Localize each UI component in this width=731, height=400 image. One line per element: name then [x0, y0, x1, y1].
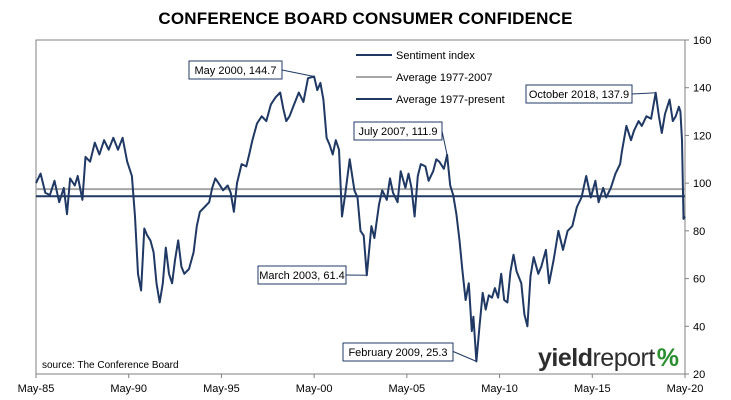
- annotation-box: [342, 342, 454, 362]
- y-tick-label: 120: [693, 130, 711, 142]
- annotation-label: May 2000, 144.7: [195, 65, 277, 77]
- annotation: July 2007, 111.9: [353, 121, 448, 155]
- chart-title: CONFERENCE BOARD CONSUMER CONFIDENCE: [158, 9, 573, 28]
- brand-part2: report: [592, 344, 655, 372]
- legend-label: Average 1977-present: [396, 94, 505, 106]
- x-tick-label: May-85: [18, 383, 55, 395]
- y-tick-label: 140: [693, 83, 711, 95]
- annotation-box: [257, 265, 347, 285]
- x-tick-label: May-95: [203, 383, 240, 395]
- y-tick-label: 100: [693, 178, 711, 190]
- annotation-label: October 2018, 137.9: [529, 89, 629, 101]
- annotation-label: July 2007, 111.9: [358, 126, 437, 138]
- x-tick-label: May-10: [481, 383, 518, 395]
- x-tick-label: May-15: [574, 383, 611, 395]
- x-tick-label: May-20: [667, 383, 704, 395]
- annotation: October 2018, 137.9: [525, 84, 656, 104]
- annotation-connector: [441, 130, 448, 155]
- annotation: February 2009, 25.3: [342, 342, 477, 362]
- plot-frame: [35, 39, 686, 375]
- legend-label: Sentiment index: [396, 50, 475, 62]
- legend: Sentiment index Average 1977-2007 Average …: [356, 50, 505, 106]
- annotation-box: [188, 60, 283, 80]
- annotation: May 2000, 144.7: [188, 60, 315, 80]
- brand-symbol: %: [656, 344, 679, 372]
- brand-logo: yieldreport%: [538, 344, 679, 373]
- annotation-connector: [631, 92, 656, 95]
- y-tick-label: 160: [693, 35, 711, 47]
- y-tick-label: 20: [693, 369, 705, 381]
- x-tick-label: May-90: [110, 383, 147, 395]
- source-note: source: The Conference Board: [42, 360, 179, 371]
- annotation-box: [353, 121, 443, 141]
- annotation-connector: [281, 69, 315, 77]
- y-tick-label: 60: [693, 274, 705, 286]
- legend-label: Average 1977-2007: [396, 72, 492, 84]
- annotation-box: [525, 84, 633, 104]
- annotation-label: March 2003, 61.4: [259, 270, 345, 282]
- annotation: March 2003, 61.4: [257, 265, 367, 285]
- y-tick-label: 80: [693, 226, 705, 238]
- y-tick-label: 40: [693, 321, 705, 333]
- annotation-label: February 2009, 25.3: [348, 347, 447, 359]
- x-tick-label: May-05: [389, 383, 426, 395]
- brand-part1: yield: [538, 344, 593, 372]
- sentiment-line: [35, 75, 686, 363]
- x-tick-label: May-00: [296, 383, 333, 395]
